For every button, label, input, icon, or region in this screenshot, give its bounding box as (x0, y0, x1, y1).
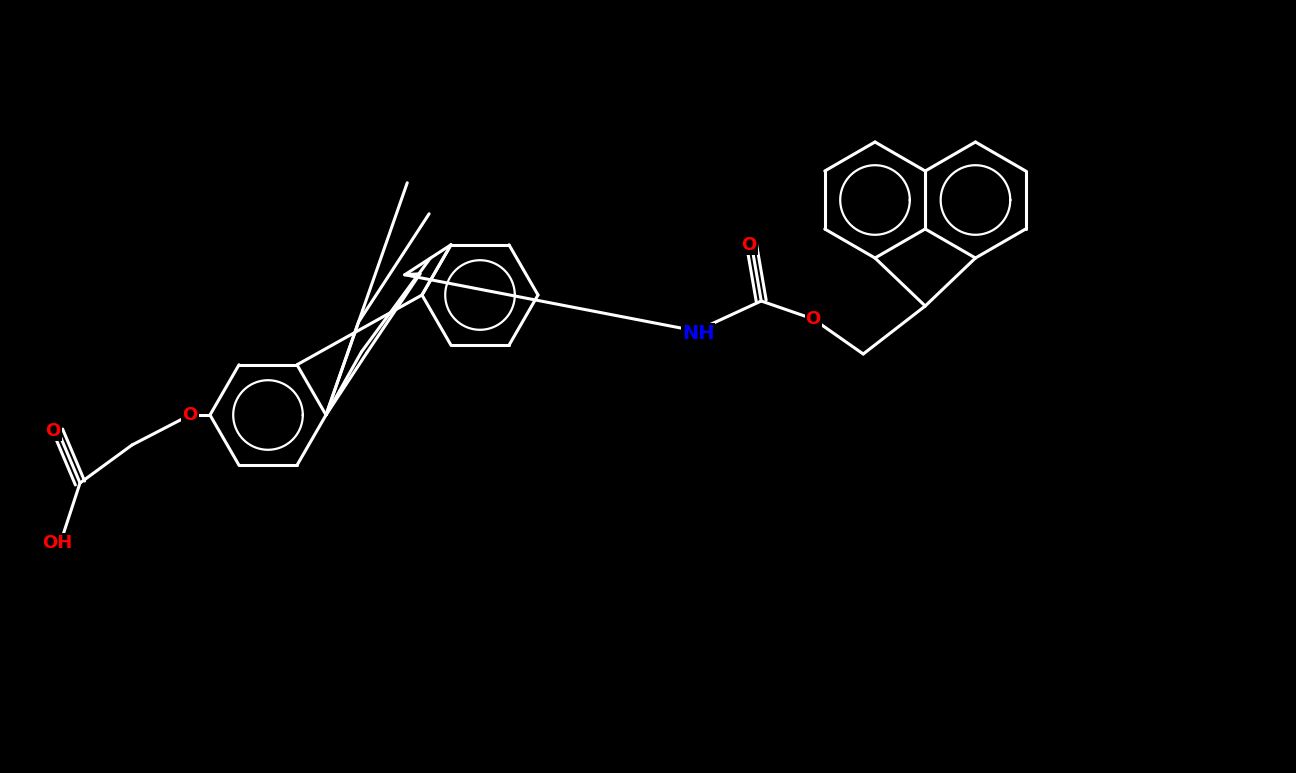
Text: OH: OH (41, 534, 73, 552)
Text: O: O (45, 422, 61, 440)
Text: O: O (806, 310, 820, 328)
Text: O: O (741, 236, 757, 254)
Text: O: O (183, 406, 197, 424)
Text: NH: NH (682, 323, 714, 342)
